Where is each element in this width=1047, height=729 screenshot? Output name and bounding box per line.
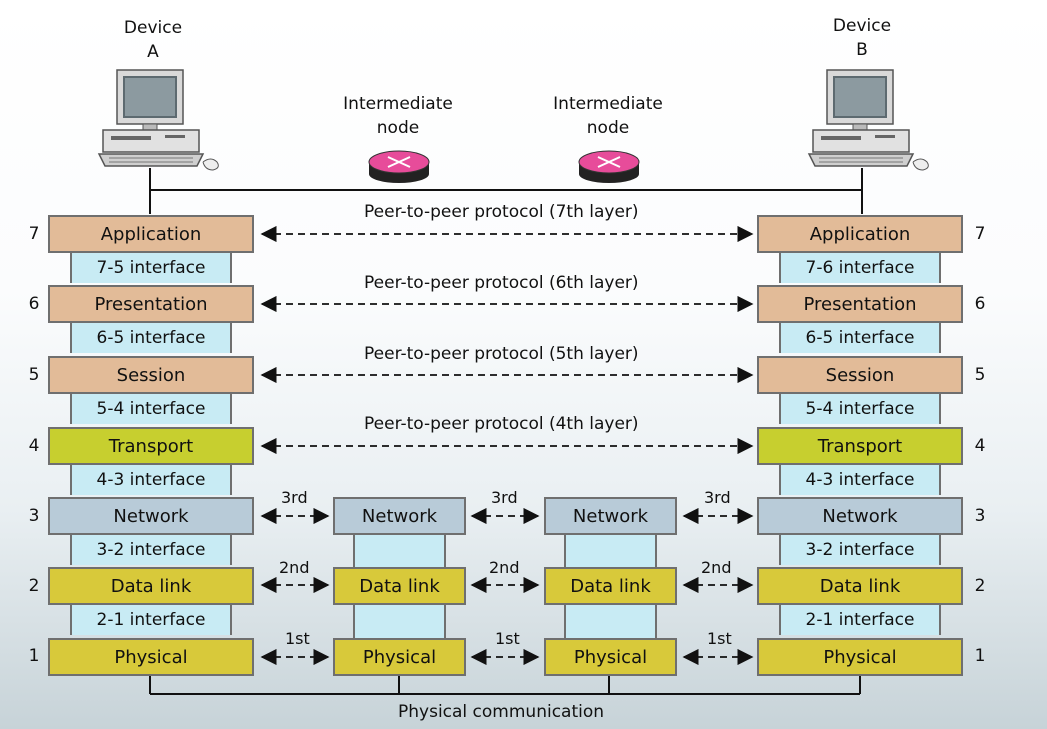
node-right-interface-3-2 xyxy=(564,535,657,567)
layer-number-right-1: 1 xyxy=(974,646,986,666)
device-a-session-layer: Session xyxy=(48,356,254,394)
hop-label-dl-2: 2nd xyxy=(489,558,520,577)
device-a-interface-3-2: 3-2 interface xyxy=(70,535,232,565)
layer-number-left-6: 6 xyxy=(28,294,40,314)
device-a-interface-6-5: 6-5 interface xyxy=(70,323,232,353)
node-left-interface-3-2 xyxy=(353,535,446,567)
peer-protocol-label-5: Peer-to-peer protocol (5th layer) xyxy=(364,344,639,364)
top-network-wire xyxy=(149,168,863,214)
device-b-network-layer: Network xyxy=(757,497,963,535)
intermediate-node-left-label: Intermediate node xyxy=(343,94,453,138)
hop-label-net-1: 3rd xyxy=(281,488,308,507)
device-b-label: Device B xyxy=(832,16,892,60)
layer-number-left-5: 5 xyxy=(28,365,40,385)
device-b-data-link-layer: Data link xyxy=(757,567,963,605)
device-b-session-layer: Session xyxy=(757,356,963,394)
hop-label-dl-3: 2nd xyxy=(701,558,732,577)
device-a-interface-2-1: 2-1 interface xyxy=(70,605,232,635)
hop-label-net-2: 3rd xyxy=(491,488,518,507)
layer-number-right-2: 2 xyxy=(974,576,986,596)
hop-label-ph-1: 1st xyxy=(285,629,310,648)
device-a-network-layer: Network xyxy=(48,497,254,535)
hop-label-net-3: 3rd xyxy=(704,488,731,507)
node-left-data-link-layer: Data link xyxy=(333,567,466,605)
layer-number-right-6: 6 xyxy=(974,294,986,314)
device-a-application-layer: Application xyxy=(48,215,254,253)
computer-icon-b xyxy=(807,69,929,171)
router-icon-right xyxy=(578,150,640,183)
device-b-interface-3-2: 3-2 interface xyxy=(779,535,941,565)
layer-number-right-4: 4 xyxy=(974,436,986,456)
layer-number-left-7: 7 xyxy=(28,224,40,244)
layer-number-left-1: 1 xyxy=(28,646,40,666)
device-b-interface-5-4: 5-4 interface xyxy=(779,394,941,424)
computer-icon-a xyxy=(97,69,219,171)
device-a-transport-layer: Transport xyxy=(48,427,254,465)
peer-protocol-label-6: Peer-to-peer protocol (6th layer) xyxy=(364,273,639,293)
device-b-interface-7-6: 7-6 interface xyxy=(779,253,941,283)
device-a-interface-5-4: 5-4 interface xyxy=(70,394,232,424)
layer-number-right-3: 3 xyxy=(974,506,986,526)
node-right-network-layer: Network xyxy=(544,497,677,535)
node-left-network-layer: Network xyxy=(333,497,466,535)
layer-number-left-2: 2 xyxy=(28,576,40,596)
peer-protocol-label-4: Peer-to-peer protocol (4th layer) xyxy=(364,414,639,434)
device-a-label: Device A xyxy=(123,18,183,62)
layer-number-left-4: 4 xyxy=(28,436,40,456)
device-b-physical-layer: Physical xyxy=(757,638,963,676)
layer-number-left-3: 3 xyxy=(28,506,40,526)
hop-label-dl-1: 2nd xyxy=(279,558,310,577)
node-left-interface-2-1 xyxy=(353,605,446,638)
device-b-presentation-layer: Presentation xyxy=(757,285,963,323)
layer-number-right-7: 7 xyxy=(974,224,986,244)
device-b-application-layer: Application xyxy=(757,215,963,253)
device-a-interface-4-3: 4-3 interface xyxy=(70,465,232,495)
physical-communication-wire xyxy=(149,676,861,695)
hop-label-ph-2: 1st xyxy=(495,629,520,648)
node-left-physical-layer: Physical xyxy=(333,638,466,676)
device-a-presentation-layer: Presentation xyxy=(48,285,254,323)
peer-protocol-label-7: Peer-to-peer protocol (7th layer) xyxy=(364,202,639,222)
node-right-physical-layer: Physical xyxy=(544,638,677,676)
device-a-physical-layer: Physical xyxy=(48,638,254,676)
device-b-transport-layer: Transport xyxy=(757,427,963,465)
intermediate-node-right-label: Intermediate node xyxy=(553,94,663,138)
node-right-interface-2-1 xyxy=(564,605,657,638)
hop-label-ph-3: 1st xyxy=(707,629,732,648)
device-b-interface-2-1: 2-1 interface xyxy=(779,605,941,635)
device-b-interface-6-5: 6-5 interface xyxy=(779,323,941,353)
physical-communication-label: Physical communication xyxy=(398,702,605,722)
device-b-interface-4-3: 4-3 interface xyxy=(779,465,941,495)
node-right-data-link-layer: Data link xyxy=(544,567,677,605)
device-a-interface-7-5: 7-5 interface xyxy=(70,253,232,283)
layer-number-right-5: 5 xyxy=(974,365,986,385)
device-a-data-link-layer: Data link xyxy=(48,567,254,605)
router-icon-left xyxy=(368,150,430,183)
